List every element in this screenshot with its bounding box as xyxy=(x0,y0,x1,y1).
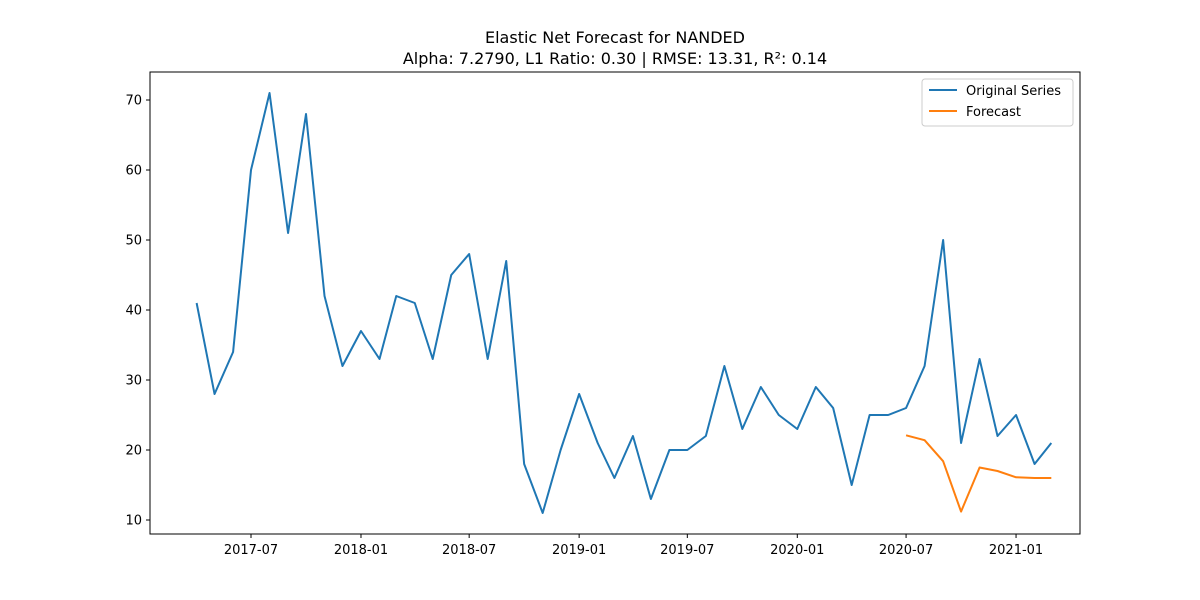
series-line-forecast xyxy=(905,434,1052,513)
y-tick-label: 20 xyxy=(125,444,142,459)
legend: Original Series Forecast xyxy=(921,78,1074,127)
x-tick-label: 2020-07 xyxy=(879,543,933,558)
x-tick-label: 2021-01 xyxy=(989,543,1043,558)
y-tick-label: 10 xyxy=(125,514,142,529)
y-tick-label: 40 xyxy=(125,304,142,319)
chart-title: Elastic Net Forecast for NANDED xyxy=(485,28,745,47)
x-tick-label: 2019-07 xyxy=(660,543,714,558)
x-tick-label: 2020-01 xyxy=(770,543,824,558)
legend-label-original-series: Original Series xyxy=(966,84,1061,99)
x-tick-label: 2019-01 xyxy=(552,543,606,558)
y-tick-label: 60 xyxy=(125,164,142,179)
series-line-original-series xyxy=(195,92,1053,514)
y-axis: 10 20 30 40 50 60 70 xyxy=(125,94,150,529)
x-tick-label: 2017-07 xyxy=(224,543,278,558)
x-axis: 2017-07 2018-01 2018-07 2019-01 2019-07 2020-… xyxy=(224,534,1043,558)
y-tick-label: 50 xyxy=(125,234,142,249)
x-tick-label: 2018-07 xyxy=(442,543,496,558)
y-tick-label: 70 xyxy=(125,94,142,109)
chart-subtitle: Alpha: 7.2790, L1 Ratio: 0.30 | RMSE: 13… xyxy=(403,49,827,68)
legend-label-forecast: Forecast xyxy=(966,105,1021,120)
plot-area xyxy=(149,71,1081,535)
series-layer xyxy=(195,92,1053,514)
legend-frame xyxy=(921,78,1074,127)
x-tick-label: 2018-01 xyxy=(334,543,388,558)
y-tick-label: 30 xyxy=(125,374,142,389)
